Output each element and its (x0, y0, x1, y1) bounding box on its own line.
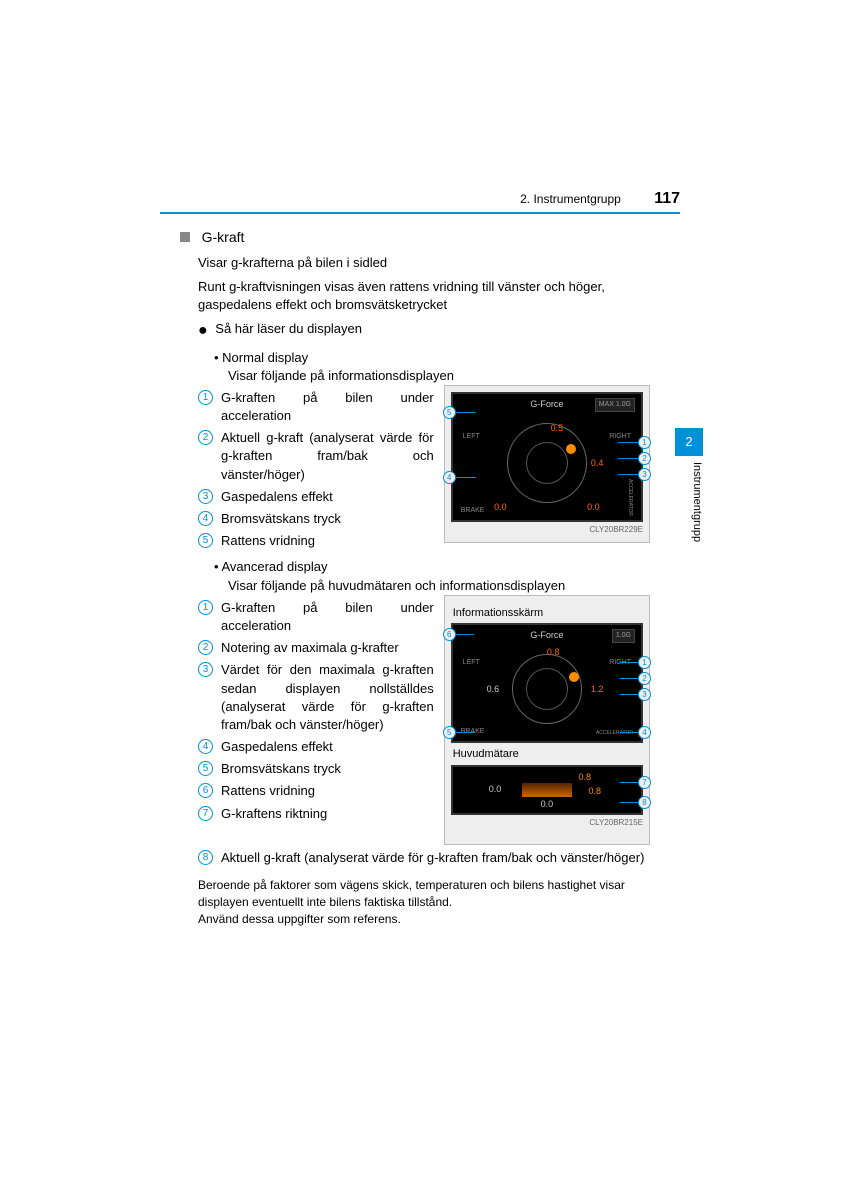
header-rule (160, 212, 680, 214)
section-title: G-kraft (202, 229, 245, 245)
normal-list: 1G-kraften på bilen under acceleration 2… (198, 385, 434, 555)
gforce-max: 1.0G (612, 629, 635, 643)
list-item: 5Rattens vridning (198, 532, 434, 550)
callout: 1 (618, 436, 651, 449)
page-content: G-kraft Visar g-krafterna på bilen i sid… (180, 228, 650, 927)
list-item: 1G-kraften på bilen under acceleration (198, 599, 434, 635)
figure-2: Informationsskärm G-Force 1.0G 0.8 1.2 0… (444, 595, 650, 845)
figure-ref: CLY20BR215E (451, 817, 643, 828)
callout: 2 (618, 452, 651, 465)
callout: 1 (620, 656, 651, 669)
section-heading: G-kraft (180, 228, 650, 248)
page-number: 117 (654, 190, 680, 207)
side-tab: 2 (675, 428, 703, 456)
main-meter: 0.8 0.8 0.0 0.0 (451, 765, 643, 815)
gforce-max: MAX 1.0G (595, 398, 635, 412)
advanced-display-section: 1G-kraften på bilen under acceleration 2… (180, 595, 650, 845)
list-item: 2Aktuell g-kraft (analyserat värde för g… (198, 429, 434, 484)
advanced-list-continued: 8Aktuell g-kraft (analyserat värde för g… (198, 849, 650, 867)
gforce-circle (507, 423, 587, 503)
callout: 4 (443, 471, 476, 484)
advanced-list: 1G-kraften på bilen under acceleration 2… (198, 595, 434, 827)
figure-ref: CLY20BR229E (451, 524, 643, 535)
callout: 7 (620, 776, 651, 789)
callout: 8 (620, 796, 651, 809)
figure-1: G-Force MAX 1.0G 0.5 0.4 0.0 0.0 LEFT RI… (444, 385, 650, 543)
sub-desc: Visar följande på informationsdisplayen (228, 367, 650, 385)
list-item: 1G-kraften på bilen under acceleration (198, 389, 434, 425)
footnote: Beroende på faktorer som vägens skick, t… (198, 877, 650, 911)
list-item: 6Rattens vridning (198, 782, 434, 800)
callout: 3 (618, 468, 651, 481)
sub-item: • Avancerad display (214, 558, 650, 576)
callout: 3 (620, 688, 651, 701)
callout: 2 (620, 672, 651, 685)
gforce-circle (512, 654, 582, 724)
footnote: Använd dessa uppgifter som referens. (198, 911, 650, 928)
list-item: 3Gaspedalens effekt (198, 488, 434, 506)
section-label: 2. Instrumentgrupp (520, 192, 621, 206)
display-mode-title: Avancerad display (221, 559, 327, 574)
list-item: 3Värdet för den maximala g-kraften sedan… (198, 661, 434, 734)
fig2-meter-label: Huvudmätare (453, 747, 643, 762)
bullet-label: Så här läser du displayen (215, 321, 362, 336)
list-item: 5Bromsvätskans tryck (198, 760, 434, 778)
gforce-dot-icon (566, 444, 576, 454)
intro-text: Visar g-krafterna på bilen i sidled (198, 254, 650, 272)
side-tab-label: Instrumentgrupp (675, 462, 703, 542)
callout: 5 (443, 406, 476, 419)
normal-display-section: 1G-kraften på bilen under acceleration 2… (180, 385, 650, 555)
bullet-item: ● Så här läser du displayen (198, 320, 650, 342)
display-mode-title: Normal display (222, 350, 308, 365)
list-item: 2Notering av maximala g-krafter (198, 639, 434, 657)
callout: 5 (443, 726, 474, 739)
list-item: 7G-kraftens riktning (198, 805, 434, 823)
para-text: Runt g-kraftvisningen visas även rattens… (198, 278, 650, 314)
sub-desc: Visar följande på huvudmätaren och infor… (228, 577, 650, 595)
callout: 4 (620, 726, 651, 739)
list-item: 4Gaspedalens effekt (198, 738, 434, 756)
dot-bullet-icon: ● (198, 322, 208, 339)
list-item: 4Bromsvätskans tryck (198, 510, 434, 528)
callout: 6 (443, 628, 474, 641)
meter-bar-icon (522, 783, 572, 797)
page-header: 2. Instrumentgrupp 117 (160, 190, 680, 208)
fig2-screen-label: Informationsskärm (453, 606, 643, 621)
square-bullet-icon (180, 232, 190, 242)
list-item: 8Aktuell g-kraft (analyserat värde för g… (198, 849, 650, 867)
sub-item: • Normal display (214, 349, 650, 367)
